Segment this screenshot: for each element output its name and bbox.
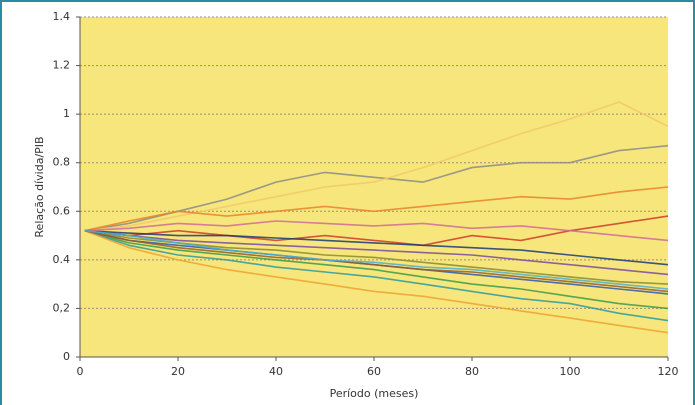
- y-tick-label: 0.8: [53, 156, 71, 169]
- series-line: [84, 229, 669, 322]
- y-tick-label: 1.2: [53, 59, 71, 72]
- x-tick-label: 0: [77, 365, 84, 378]
- x-axis-label: Período (meses): [330, 387, 419, 400]
- series-line: [84, 101, 669, 232]
- y-tick-label: 0.6: [53, 204, 71, 217]
- y-tick-label: 0: [63, 350, 70, 363]
- series-line: [84, 229, 669, 310]
- x-tick-label: 40: [269, 365, 283, 378]
- y-axis-label: Relação dívida/PIB: [33, 136, 46, 237]
- series-line: [84, 229, 669, 266]
- x-tick-label: 100: [560, 365, 581, 378]
- series-line: [84, 220, 669, 242]
- series-line: [84, 229, 669, 290]
- x-tick-label: 20: [171, 365, 185, 378]
- x-tick-label: 60: [367, 365, 381, 378]
- x-tick-label: 120: [658, 365, 679, 378]
- y-tick-label: 1: [63, 107, 70, 120]
- series-line: [84, 186, 669, 232]
- x-tick-label: 80: [465, 365, 479, 378]
- series-line: [84, 229, 669, 293]
- plot-area: [80, 17, 668, 357]
- series-line: [84, 229, 669, 276]
- series-line: [84, 229, 669, 334]
- y-tick-label: 0,2: [53, 301, 71, 314]
- y-tick-label: 1.4: [53, 10, 71, 23]
- y-tick-label: 0.4: [53, 253, 71, 266]
